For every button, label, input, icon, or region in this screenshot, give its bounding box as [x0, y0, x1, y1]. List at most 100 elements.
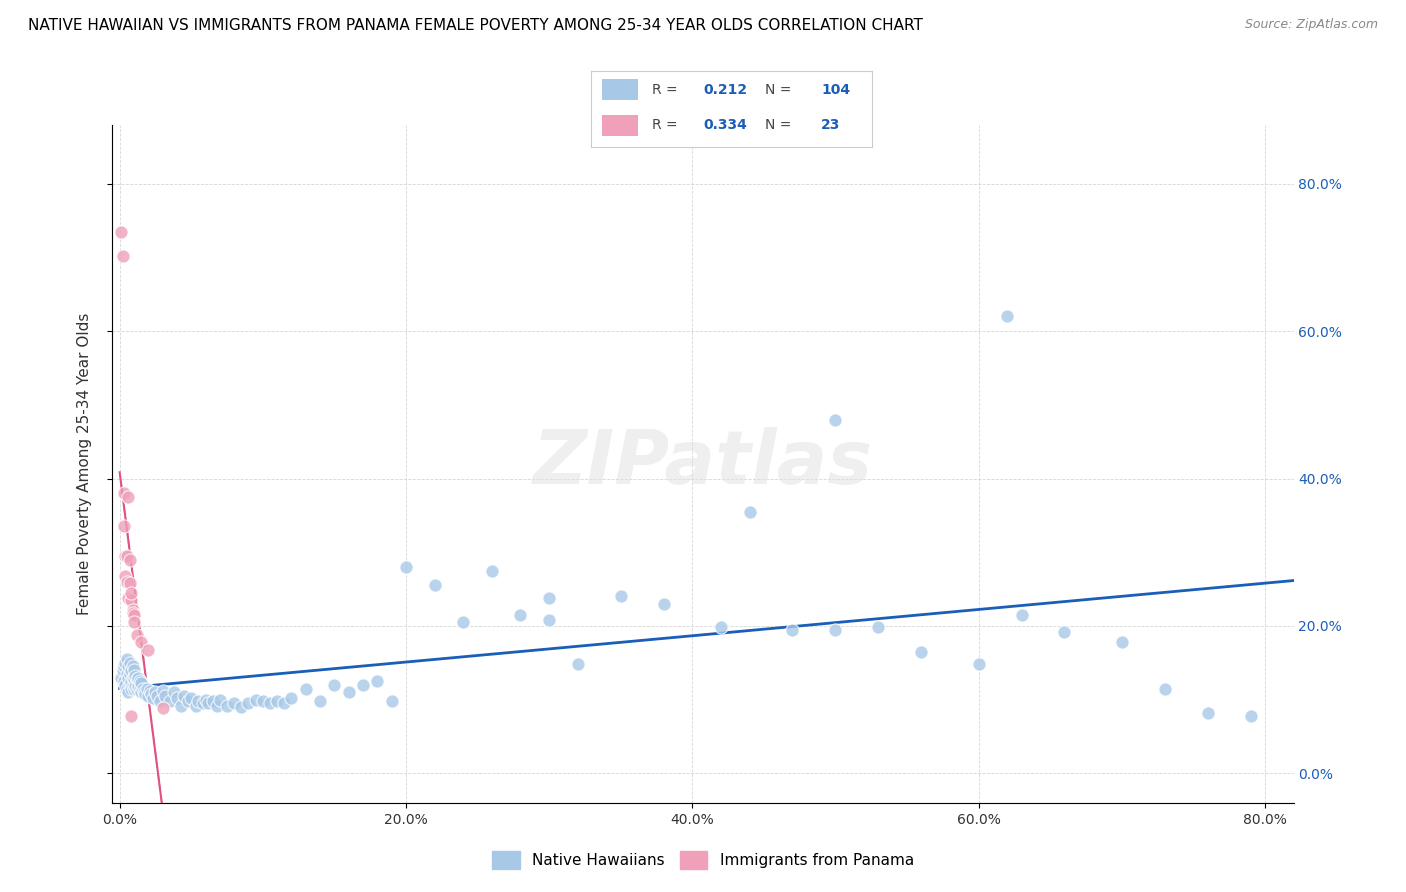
Point: [115, 666, 138, 681]
Point: [1053, 624, 1076, 639]
Point: [112, 486, 135, 500]
Point: [215, 698, 238, 713]
Text: 104: 104: [821, 83, 851, 96]
Point: [187, 694, 209, 708]
Point: [121, 679, 143, 693]
Y-axis label: Female Poverty Among 25-34 Year Olds: Female Poverty Among 25-34 Year Olds: [77, 313, 91, 615]
Point: [152, 683, 174, 698]
Point: [180, 691, 202, 706]
Point: [337, 685, 360, 699]
Point: [138, 683, 160, 698]
Point: [122, 672, 145, 686]
Text: N =: N =: [765, 83, 796, 96]
Point: [124, 679, 146, 693]
Point: [134, 687, 156, 701]
Point: [142, 691, 165, 706]
Text: N =: N =: [765, 119, 796, 132]
Point: [114, 549, 136, 563]
Point: [112, 519, 135, 533]
Point: [710, 620, 733, 634]
Point: [145, 685, 167, 699]
Point: [910, 645, 932, 659]
Point: [129, 676, 152, 690]
Point: [155, 689, 177, 703]
Point: [120, 663, 142, 677]
Point: [118, 656, 141, 670]
Point: [120, 674, 142, 689]
Point: [538, 613, 561, 627]
Point: [115, 652, 138, 666]
Point: [125, 672, 148, 686]
Point: [170, 698, 193, 713]
Text: NATIVE HAWAIIAN VS IMMIGRANTS FROM PANAMA FEMALE POVERTY AMONG 25-34 YEAR OLDS C: NATIVE HAWAIIAN VS IMMIGRANTS FROM PANAM…: [28, 18, 922, 33]
Bar: [602, 79, 638, 100]
Point: [121, 671, 143, 685]
Point: [114, 569, 136, 583]
Point: [131, 681, 153, 696]
Point: [173, 689, 195, 703]
Point: [381, 694, 404, 708]
Point: [194, 692, 217, 706]
Point: [238, 696, 260, 710]
Point: [1011, 607, 1033, 622]
Point: [114, 678, 136, 692]
Text: R =: R =: [652, 119, 682, 132]
Point: [118, 576, 141, 591]
Point: [177, 694, 200, 708]
Point: [280, 691, 302, 706]
Point: [245, 692, 267, 706]
Point: [205, 698, 228, 713]
Point: [115, 574, 138, 589]
Point: [967, 657, 990, 672]
Point: [111, 663, 134, 677]
Point: [122, 663, 145, 677]
Point: [110, 671, 132, 685]
Point: [129, 685, 152, 699]
Point: [538, 591, 561, 605]
Point: [824, 412, 846, 426]
Point: [117, 490, 139, 504]
Point: [868, 620, 890, 634]
Point: [824, 623, 846, 637]
Point: [149, 694, 172, 708]
Point: [120, 593, 142, 607]
Point: [115, 549, 138, 563]
Point: [294, 681, 316, 696]
Point: [231, 700, 253, 714]
Point: [163, 685, 186, 699]
Point: [609, 590, 631, 604]
Point: [152, 701, 174, 715]
Point: [309, 694, 332, 708]
Point: [208, 692, 231, 706]
Bar: [602, 114, 638, 136]
Point: [120, 681, 142, 696]
Point: [121, 606, 143, 620]
Point: [266, 694, 288, 708]
Point: [125, 628, 148, 642]
Point: [122, 615, 145, 630]
Point: [184, 698, 207, 713]
Point: [995, 310, 1018, 324]
Point: [135, 681, 157, 696]
Point: [567, 657, 589, 672]
Point: [112, 674, 135, 689]
Point: [127, 671, 149, 685]
Point: [201, 694, 224, 708]
Point: [118, 666, 141, 681]
Point: [125, 681, 148, 696]
Point: [224, 696, 246, 710]
Point: [127, 679, 149, 693]
Point: [120, 709, 142, 723]
Point: [652, 597, 675, 611]
Point: [738, 505, 761, 519]
Point: [509, 607, 531, 622]
Point: [129, 635, 152, 649]
Point: [197, 696, 219, 710]
Point: [118, 552, 141, 566]
Point: [121, 659, 143, 673]
Text: Source: ZipAtlas.com: Source: ZipAtlas.com: [1244, 18, 1378, 31]
Point: [132, 685, 155, 699]
Point: [782, 623, 804, 637]
Text: ZIPatlas: ZIPatlas: [533, 427, 873, 500]
Point: [117, 591, 139, 605]
